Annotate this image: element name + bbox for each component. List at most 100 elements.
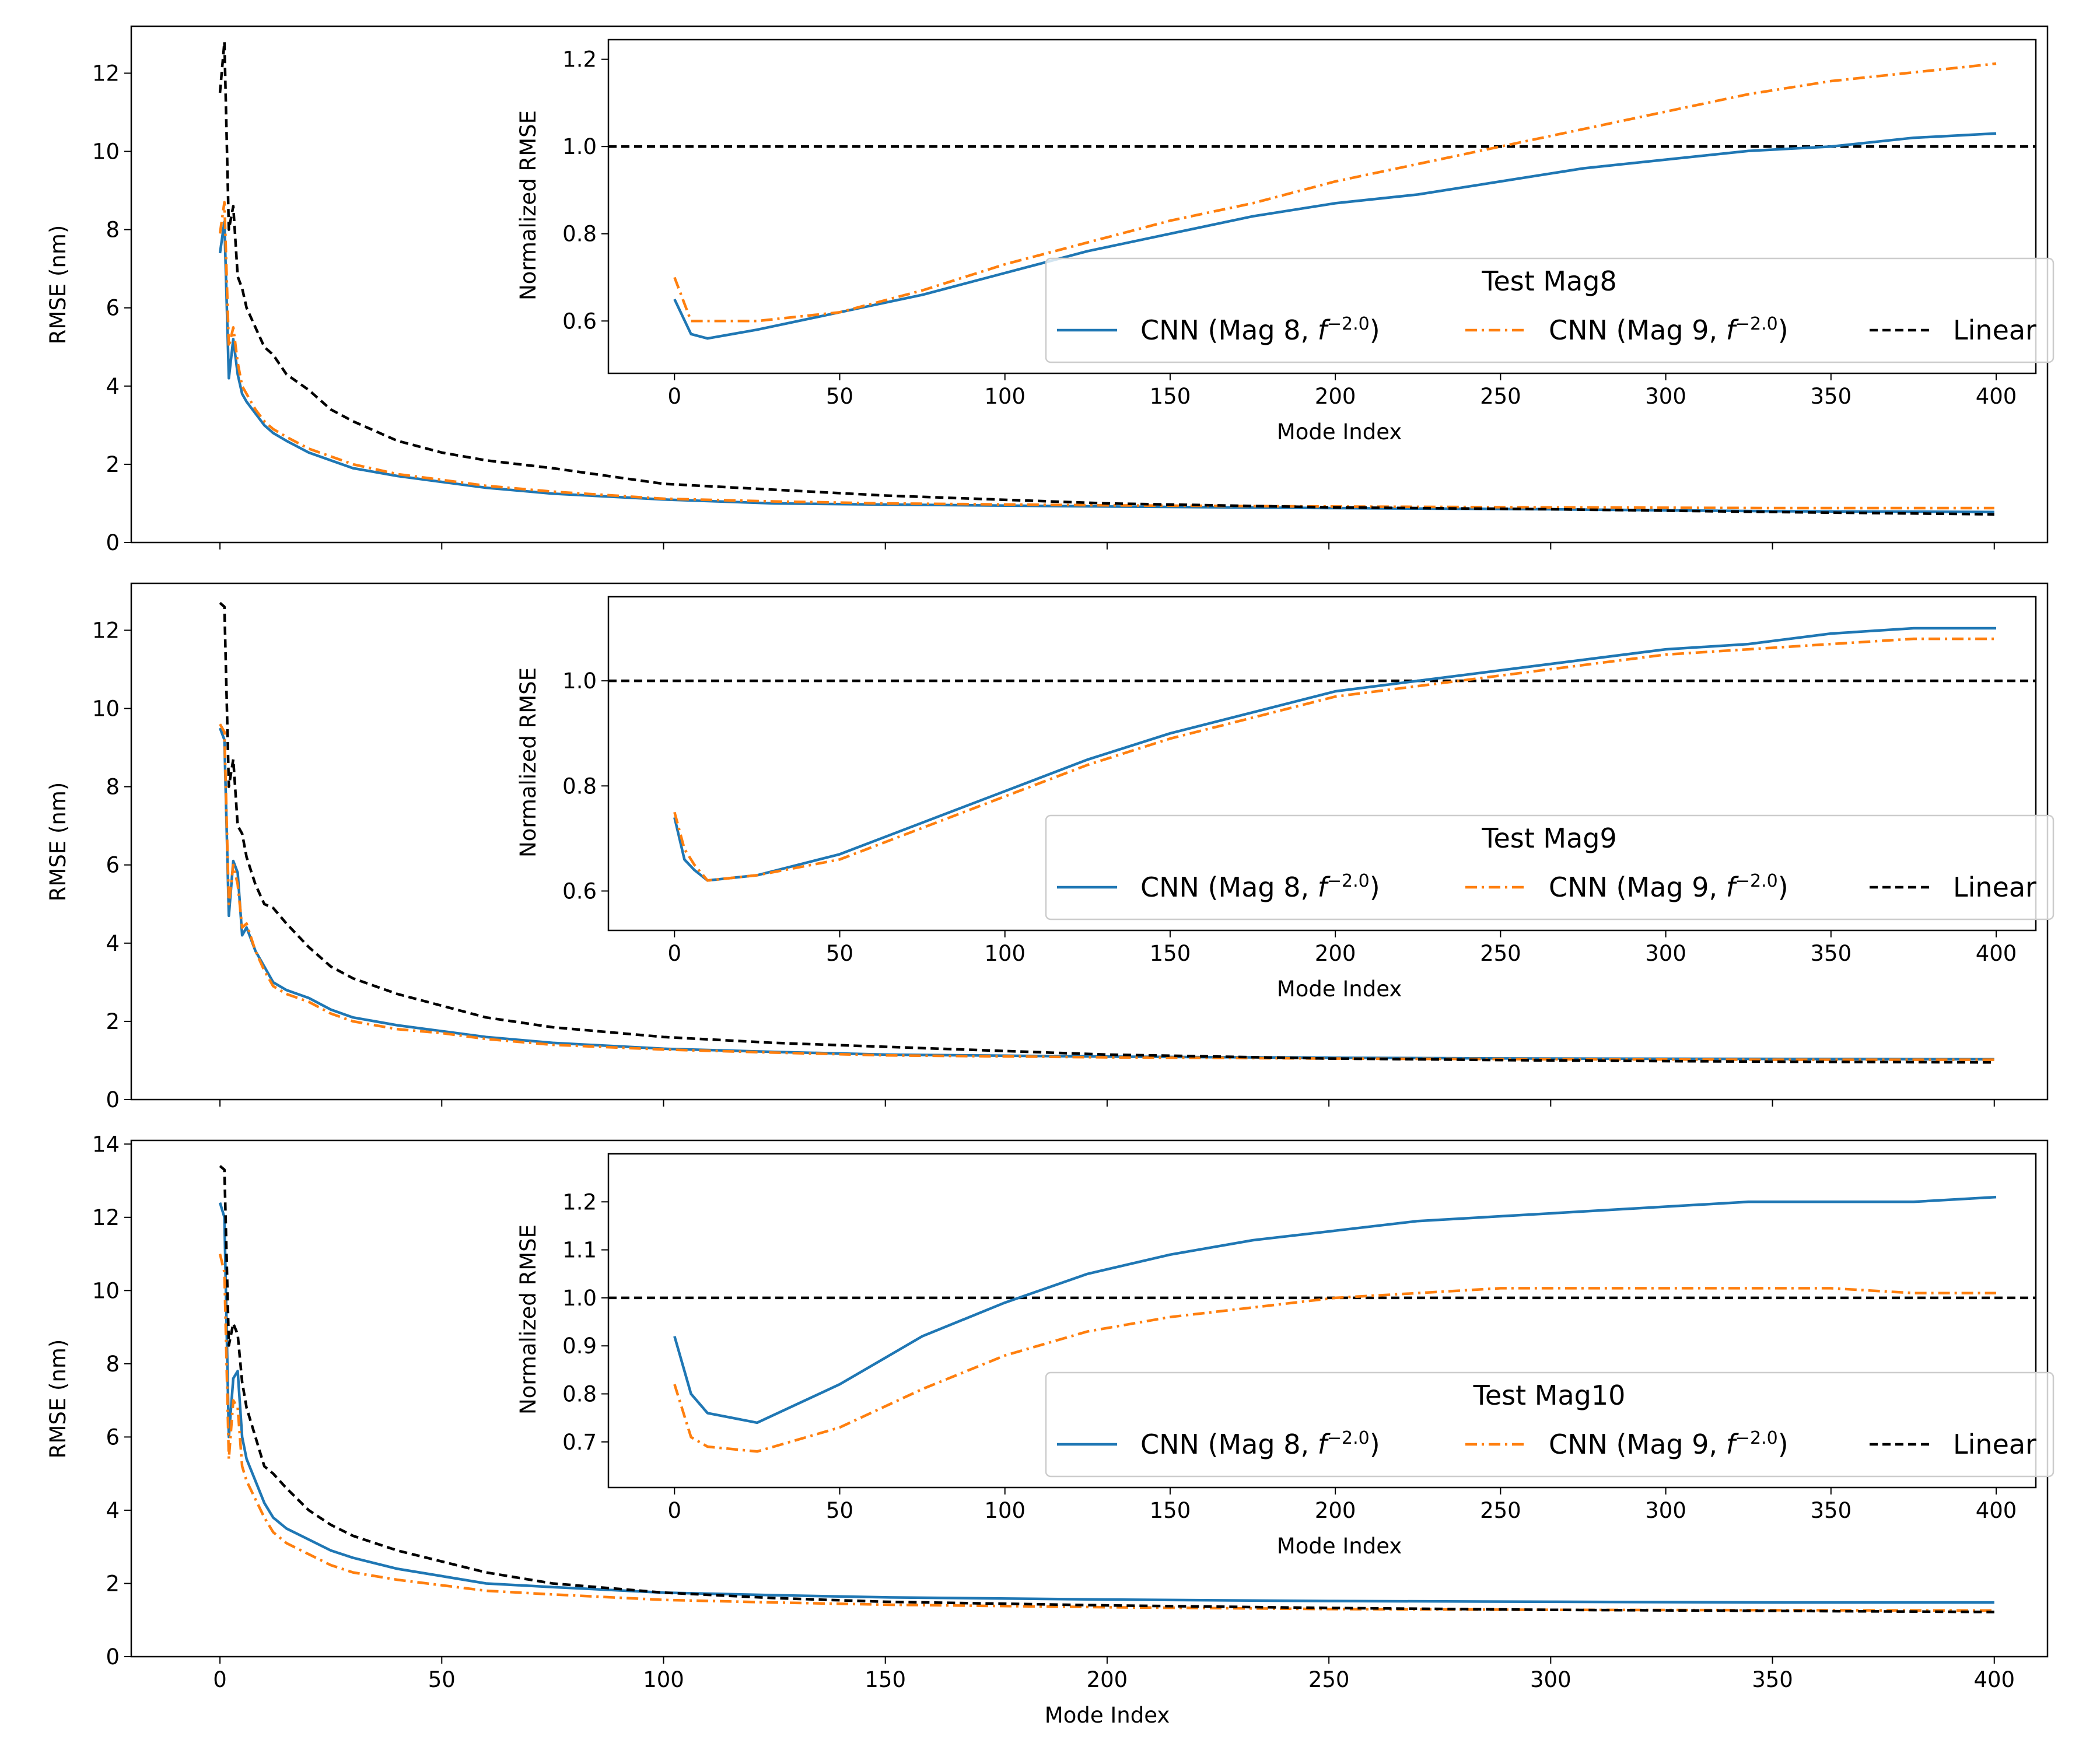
panel-middle-inset-axes [607,596,2037,932]
panel-bottom-inset-plot-xtick-label: 150 [1150,1498,1191,1523]
panel-top-main-plot-series-linear [218,40,1994,516]
panel-bottom-main-plot-xtick-label: 250 [1308,1667,1350,1692]
panel-bottom-inset-plot-xtick-label: 100 [984,1498,1026,1523]
panel-middle-legend-box [1045,814,2054,921]
panel-middle-inset-plot-xtick-label: 0 [668,941,682,966]
panel-bottom-main-plot-xtick-label: 200 [1087,1667,1128,1692]
panel-middle-main-plot: 0 2 4 6 8 10 12 [92,601,1995,1112]
panel-bottom-inset-plot-xtick-label: 350 [1810,1498,1852,1523]
panel-middle-inset-plot-xtick-label: 150 [1150,941,1191,966]
panel-bottom-main-plot-xtick-label: 300 [1530,1667,1572,1692]
panel-bottom-inset-plot: 0 50 100 150 200 250 300 350 400 0.7 0.8 0.9 1.0 1.1 1… [562,1189,2036,1523]
panel-top-ylabel: RMSE (nm) [46,225,71,345]
panel-top-legend-box [1045,257,2054,363]
panel-middle-legend-title: Test Mag9 [1481,822,1617,854]
panel-top-inset-plot-ytick-label: 1.0 [562,134,597,159]
panel-middle-legend-label-linear: Linear [1953,872,2036,903]
panel-middle-inset-plot-xtick-label: 50 [826,941,853,966]
panel-bottom-inset-plot-series-cnn-mag-8-f-2-0- [673,1195,1997,1424]
panel-bottom-main-plot-series-cnn-mag-9-f-2-0- [218,1254,1994,1612]
panel-top-main-plot-ytick-label: 0 [106,530,120,555]
panel-bottom-main-plot-series-cnn-mag-8-f-2-0- [218,1202,1994,1604]
panel-top-main-plot-ytick-label: 10 [92,139,120,164]
panel-middle-inset-plot-xtick-label: 250 [1480,941,1521,966]
panel-middle-inset-plot-xtick-label: 100 [984,941,1026,966]
panel-bottom-inset: 0 50 100 150 200 250 300 350 400 0.7 0.8 0.9 1.0 1.1 1… [516,1153,2054,1559]
panel-top-legend-title: Test Mag8 [1481,265,1617,297]
panel-bottom-inset-xlabel: Mode Index [1277,1534,1402,1559]
panel-middle-main-plot-ytick-label: 4 [106,931,120,956]
panel-middle-inset-plot-xtick-label: 300 [1645,941,1686,966]
panel-bottom-inset-plot-ytick-label: 0.8 [562,1382,597,1407]
panel-bottom-inset-axes [607,1153,2037,1489]
panel-bottom-xlabel: Mode Index [1045,1703,1170,1728]
panel-bottom-legend-box [1045,1371,2054,1478]
panel-top-inset-plot: 0 50 100 150 200 250 300 350 400 0.6 0.8 1.0 1.2 [562,47,2036,409]
panel-top-main-plot-series-group [218,40,1994,516]
panel-top-main-plot-ytick-label: 2 [106,452,120,477]
panel-bottom-main-plot: 0 50 100 150 200 250 300 350 400 0 2 4 6 8 10 12 14 [92,1132,2015,1692]
panel-middle-inset-plot-series-group [608,626,2036,882]
panel-middle-main-plot-series-linear [219,601,1994,1064]
panel-middle-inset-plot-ytick-label: 0.8 [562,774,597,799]
panel-middle-legend: Test Mag9 CNN (Mag 8, f−2.0) CNN (Mag 9,… [1045,814,2054,921]
panel-top-inset-plot-xtick-label: 400 [1976,384,2017,409]
panel-top-inset-ylabel: Normalized RMSE [516,110,541,300]
panel-middle-main-plot-ytick-label: 6 [106,853,120,878]
panel-top-legend: Test Mag8 CNN (Mag 8, f−2.0) CNN (Mag 9,… [1045,257,2054,363]
panel-middle-inset-plot-ytick-label: 1.0 [562,668,597,694]
panel-bottom-inset-plot-xtick-label: 50 [826,1498,853,1523]
panel-top-inset-plot-ytick-label: 1.2 [562,47,597,72]
panel-bottom-main-plot-xtick-label: 150 [864,1667,906,1692]
panel-bottom-main-plot-xtick-label: 0 [213,1667,227,1692]
panel-middle-inset-plot-ytick-label: 0.6 [562,878,597,904]
panel-top-legend-label-linear: Linear [1953,314,2036,346]
panel-middle-inset-xlabel: Mode Index [1277,977,1402,1002]
panel-bottom-ylabel: RMSE (nm) [46,1339,71,1459]
panel-bottom-inset-plot-xtick-label: 200 [1315,1498,1356,1523]
panel-middle-inset-plot-series-cnn-mag-8-f-2-0- [673,626,1996,882]
panel-middle-main-plot-ytick-label: 0 [106,1087,120,1112]
panel-top-inset-plot-xtick-label: 300 [1645,384,1686,409]
panel-top-inset-plot-xtick-label: 50 [826,384,853,409]
panel-bottom-legend-label-mag8: CNN (Mag 8, f−2.0) [1140,1428,1380,1461]
panel-bottom-inset-plot-series-cnn-mag-9-f-2-0- [673,1287,1996,1453]
panel-top-inset-plot-xtick-label: 150 [1150,384,1191,409]
panel-bottom-main-plot-ytick-label: 10 [92,1278,120,1303]
panel-middle-inset-ylabel: Normalized RMSE [516,667,541,858]
panel-top-inset-plot-xtick-label: 250 [1480,384,1521,409]
panel-middle-inset-plot-xtick-label: 200 [1315,941,1356,966]
panel-top-inset-plot-ytick-label: 0.6 [562,309,597,334]
panel-top-inset: 0 50 100 150 200 250 300 350 400 0.6 0.8 1.0 1.2 Nor… [516,38,2054,444]
panel-top-main-plot-series-cnn-mag-9-f-2-0- [218,201,1994,510]
panel-top-main-plot-ytick-label: 8 [106,218,120,243]
panel-top-inset-plot-series-cnn-mag-8-f-2-0- [673,132,1997,340]
panel-bottom-main-plot-xtick-label: 400 [1973,1667,2015,1692]
panel-bottom-main-plot-ytick-label: 2 [106,1571,120,1596]
panel-top-main-plot: 0 2 4 6 8 10 12 [92,40,1995,555]
panel-top-inset-plot-xtick-label: 0 [668,384,682,409]
panel-middle-inset-plot-xtick-label: 350 [1810,941,1852,966]
panel-bottom-inset-plot-series-group [608,1195,2036,1453]
panel-bottom-main-plot-ytick-label: 8 [106,1352,120,1377]
panel-middle-main-plot-series-group [218,601,1994,1064]
panel-bottom-inset-plot-ytick-label: 1.0 [562,1286,597,1311]
panel-bottom-main-plot-xtick-label: 100 [643,1667,684,1692]
panel-bottom-main-plot-ytick-label: 0 [106,1644,120,1670]
panel-bottom-inset-plot-xtick-label: 300 [1645,1498,1686,1523]
panel-top-legend-label-mag9: CNN (Mag 9, f−2.0) [1549,314,1788,346]
panel-top-inset-plot-series-cnn-mag-9-f-2-0- [673,62,1997,323]
panel-bottom-main-plot-ytick-label: 12 [92,1205,120,1230]
panel-top-inset-plot-series-group [608,62,2036,340]
panel-bottom-main-plot-ytick-label: 6 [106,1424,120,1450]
panel-middle-inset: 0 50 100 150 200 250 300 350 400 0.6 0.8 1.0 Normal… [516,596,2054,1002]
panel-middle-main-plot-ytick-label: 8 [106,775,120,800]
panel-bottom-inset-plot-ytick-label: 0.9 [562,1334,597,1359]
panel-bottom-inset-plot-xtick-label: 0 [668,1498,682,1523]
panel-top-main-plot-ytick-label: 12 [92,61,120,86]
panel-bottom-main-plot-ytick-label: 14 [92,1132,120,1157]
panel-top: 0 2 4 6 8 10 12 RMSE (nm) 0 50 100 150 200 250 300 35… [46,25,2054,555]
panel-bottom-inset-plot-xtick-label: 400 [1976,1498,2017,1523]
panel-bottom-legend-label-mag9: CNN (Mag 9, f−2.0) [1549,1428,1788,1461]
panel-middle-inset-plot: 0 50 100 150 200 250 300 350 400 0.6 0.8 1.0 [562,626,2036,966]
